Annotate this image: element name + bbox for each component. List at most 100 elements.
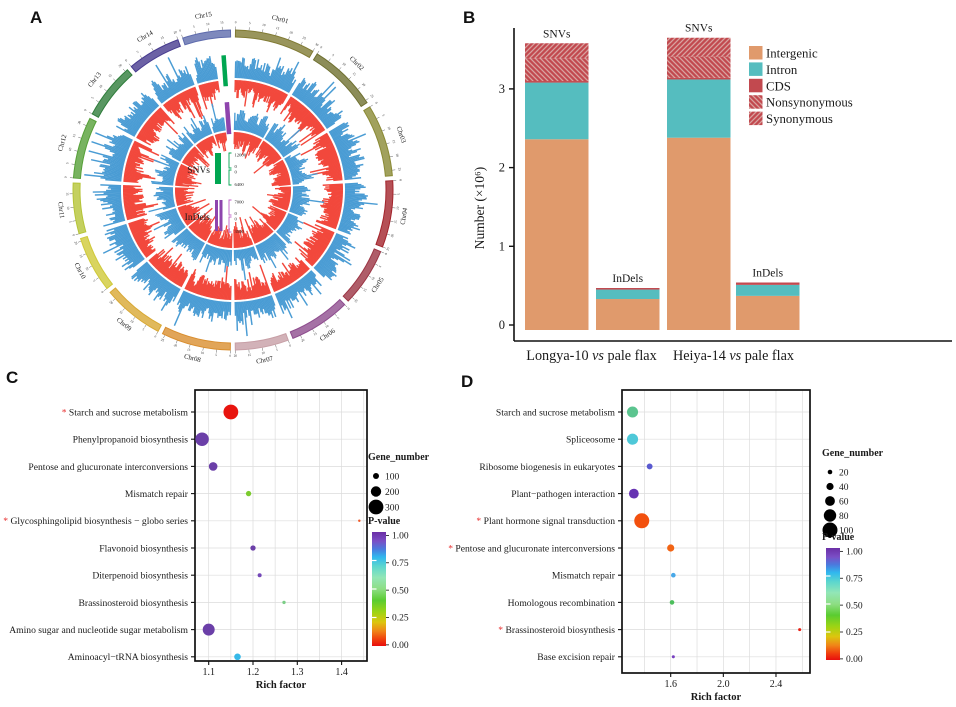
x-tick-label: 1.3: [291, 667, 304, 678]
legend-label: Intron: [766, 63, 798, 77]
scale-value: 0: [235, 164, 238, 169]
chromosome-tick: [288, 340, 290, 344]
pvalue-legend-title: P-value: [368, 516, 401, 527]
chromosome-tick: [151, 48, 154, 51]
chromosome-tick-label: 25: [369, 94, 374, 99]
size-legend-label: 100: [385, 472, 400, 482]
x-tick-label: 2.4: [770, 679, 783, 690]
chromosome-arc-chr02: [312, 53, 368, 108]
pathway-dot: [634, 513, 650, 529]
chromosome-tick-label: 15: [108, 73, 113, 78]
chromosome-tick: [312, 329, 315, 333]
x-tick-label: 2.0: [717, 679, 730, 690]
chromosome-arc-chr10: [79, 235, 114, 290]
pathway-label: Aminoacyl−tRNA biosynthesis: [68, 652, 189, 663]
chromosome-tick-label: 10: [325, 324, 330, 329]
chromosome-tick-label: 10: [200, 351, 204, 356]
bar-segment-nonsynonymous: [525, 58, 589, 82]
bar-snvs-group0: [525, 43, 589, 330]
chromosome-tick-label: 5: [91, 96, 95, 100]
chromosome-tick: [382, 129, 386, 132]
chromosome-tick-label: 20: [390, 233, 395, 238]
pathway-dot: [671, 572, 676, 578]
chromosome-tick-label: 20: [77, 120, 82, 125]
chromosome-tick: [368, 275, 372, 278]
chromosome-label: Chr02: [348, 55, 365, 72]
chromosome-tick-label: 0: [320, 45, 324, 49]
chromosome-tick: [334, 313, 337, 317]
chromosome-tick: [181, 34, 183, 38]
chromosome-tick-label: 15: [393, 220, 398, 224]
chromosome-tick: [352, 297, 355, 300]
chromosome-tick: [78, 241, 81, 243]
chromosome-tick-label: 0: [83, 108, 87, 112]
colorbar-label: 0.75: [846, 574, 863, 584]
chromosome-tick: [275, 32, 277, 36]
chromosome-tick: [262, 29, 264, 33]
pathway-label: * Pentose and glucuronate interconversio…: [448, 543, 615, 554]
bar-top-label: SNVs: [543, 28, 571, 40]
size-legend-label: 80: [839, 512, 849, 522]
bar-segment-intron: [596, 289, 660, 300]
chromosome-arc-chr11: [72, 182, 87, 235]
chromosome-tick: [113, 78, 116, 81]
chromosome-tick-label: 10: [98, 84, 103, 89]
snv-legend-swatch: [215, 153, 221, 184]
chromosome-tick: [202, 347, 204, 351]
x-tick-label: 1.6: [664, 679, 677, 690]
pathway-label: * Plant hormone signal transduction: [476, 516, 615, 527]
pathway-dot: [628, 488, 639, 499]
pathway-label: Spliceosome: [566, 435, 615, 446]
bar-top-label: InDels: [612, 273, 643, 285]
colorbar-label: 0.00: [392, 641, 409, 651]
chromosome-tick-label: 5: [141, 327, 145, 331]
chromosome-label: Chr08: [183, 353, 202, 364]
pathway-dot: [234, 653, 241, 661]
pvalue-legend-title: P-value: [822, 532, 855, 543]
legend-swatch-cds: [749, 78, 763, 93]
size-legend-title: Gene_number: [822, 448, 884, 459]
chromosome-tick-label: 10: [341, 62, 346, 67]
bar-segment-synonymous: [525, 43, 589, 59]
bar-segment-nonsynonymous: [667, 56, 731, 78]
legend-swatch-intergenic: [749, 46, 763, 60]
chromosome-tick: [89, 112, 92, 114]
chromosome-tick: [348, 76, 352, 80]
chromosome-tick-label: 5: [331, 53, 335, 57]
bar-segment-intron: [736, 284, 800, 296]
chromosome-arc-chr09: [109, 287, 162, 333]
pathway-label: Amino sugar and nucleotide sugar metabol…: [9, 625, 188, 636]
bar-segment-intron: [667, 79, 731, 138]
chromosome-tick-label: 5: [92, 279, 96, 283]
chromosome-tick-label: 5: [378, 265, 382, 269]
legend-swatch-synonymous: [749, 111, 763, 126]
chromosome-label: Chr11: [56, 201, 65, 218]
chromosome-tick: [163, 41, 166, 45]
panel-a-label: A: [30, 8, 43, 27]
pathway-dot: [195, 432, 209, 446]
indel-track-label: InDels: [185, 213, 211, 223]
chromosome-tick: [122, 308, 125, 311]
bar-segment-cds: [596, 288, 660, 290]
chromosome-tick-label: 5: [336, 316, 340, 320]
chromosome-tick-label: 15: [160, 35, 165, 40]
size-legend-dot: [370, 486, 382, 497]
pathway-dot: [245, 490, 252, 497]
chromosome-tick: [78, 136, 82, 139]
chromosome-tick: [194, 30, 196, 34]
chromosome-arc-chr05: [342, 248, 382, 302]
chromosome-label: Chr10: [73, 262, 87, 281]
group-label: Longya-10 vs pale flax: [526, 348, 656, 364]
pathway-label: Phenylpropanoid biosynthesis: [73, 435, 189, 446]
chromosome-tick-label: 10: [371, 276, 376, 281]
y-tick-label: 2: [499, 161, 505, 175]
scale-bracket: [228, 152, 232, 169]
size-legend-label: 200: [385, 488, 400, 498]
chromosome-tick-label: 20: [173, 30, 178, 35]
chromosome-tick-label: 0: [71, 234, 75, 237]
colorbar-label: 0.50: [392, 586, 409, 596]
chromosome-tick-label: 10: [396, 206, 400, 210]
bar-indels-group0: [596, 288, 660, 330]
chromosome-tick: [104, 89, 107, 92]
